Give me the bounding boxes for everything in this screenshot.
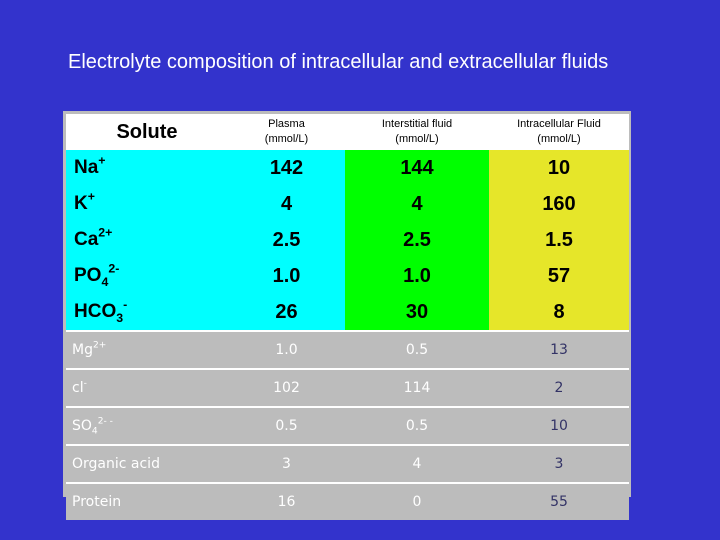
intracellular-value: 10 bbox=[489, 150, 629, 186]
table-row: SO42- -0.5 0.5 10 bbox=[66, 406, 629, 445]
plasma-value: 0.5 bbox=[228, 406, 345, 445]
plasma-value: 16 bbox=[228, 482, 345, 520]
header-intracellular-unit: (mmol/L) bbox=[537, 133, 581, 145]
header-interstitial-unit: (mmol/L) bbox=[395, 133, 439, 145]
solute-charge: + bbox=[87, 189, 95, 204]
interstitial-value: 4 bbox=[345, 444, 489, 483]
solute-name: Organic acid bbox=[66, 444, 228, 483]
solute-charge: - bbox=[123, 297, 128, 312]
table-row: Na+ 142 144 10 bbox=[66, 150, 629, 186]
intracellular-value: 3 bbox=[489, 444, 629, 483]
plasma-value: 142 bbox=[228, 150, 345, 186]
table-row: Protein 16 0 55 bbox=[66, 482, 629, 520]
solute-subscript: 4 bbox=[101, 274, 109, 289]
intracellular-value: 10 bbox=[489, 406, 629, 445]
interstitial-value: 0.5 bbox=[345, 330, 489, 369]
table-row: Mg2+ 1.0 0.5 13 bbox=[66, 330, 629, 369]
solute-base: Na bbox=[74, 157, 99, 178]
header-plasma-unit: (mmol/L) bbox=[264, 133, 309, 145]
plasma-value: 26 bbox=[228, 294, 345, 331]
interstitial-value: 1.0 bbox=[345, 258, 489, 294]
interstitial-value: 2.5 bbox=[345, 222, 489, 258]
plasma-value: 2.5 bbox=[228, 222, 345, 258]
intracellular-value: 57 bbox=[489, 258, 629, 294]
interstitial-value: 0 bbox=[345, 482, 489, 520]
header-plasma-name: Plasma bbox=[268, 118, 305, 130]
solute-base: SO bbox=[72, 418, 92, 434]
solute-name: Ca2+ bbox=[66, 222, 228, 258]
header-intracellular-name: Intracellular Fluid bbox=[517, 118, 601, 130]
solute-name: cl- bbox=[66, 368, 228, 407]
header-interstitial: Interstitial fluid (mmol/L) bbox=[345, 114, 489, 150]
solute-base: K bbox=[74, 193, 88, 214]
solute-name: Mg2+ bbox=[66, 330, 228, 369]
table-row: K+ 4 4 160 bbox=[66, 186, 629, 222]
solute-name: Protein bbox=[66, 482, 228, 520]
intracellular-value: 1.5 bbox=[489, 222, 629, 258]
intracellular-value: 13 bbox=[489, 330, 629, 369]
solute-base: PO bbox=[74, 265, 102, 286]
solute-charge: 2- bbox=[108, 261, 120, 276]
solute-subscript: 4 bbox=[91, 426, 98, 437]
table-row: Organic acid 3 4 3 bbox=[66, 444, 629, 483]
plasma-value: 3 bbox=[228, 444, 345, 483]
header-interstitial-name: Interstitial fluid bbox=[381, 118, 453, 130]
table-row: Ca2+ 2.5 2.5 1.5 bbox=[66, 222, 629, 258]
plasma-value: 102 bbox=[228, 368, 345, 407]
solute-base: cl bbox=[72, 380, 84, 396]
electrolyte-table: Solute Plasma (mmol/L) Interstitial flui… bbox=[66, 114, 629, 520]
table-row: HCO3- 26 30 8 bbox=[66, 294, 629, 331]
solute-charge: 2+ bbox=[92, 340, 107, 351]
solute-name: Na+ bbox=[66, 150, 228, 186]
header-plasma: Plasma (mmol/L) bbox=[228, 114, 345, 150]
solute-name: HCO3- bbox=[66, 294, 228, 331]
plasma-value: 1.0 bbox=[228, 330, 345, 369]
plasma-value: 1.0 bbox=[228, 258, 345, 294]
intracellular-value: 55 bbox=[489, 482, 629, 520]
solute-base: Mg bbox=[72, 342, 93, 358]
table-row: cl- 102 114 2 bbox=[66, 368, 629, 407]
interstitial-value: 0.5 bbox=[345, 406, 489, 445]
solute-charge: - bbox=[83, 378, 87, 389]
solute-base: Protein bbox=[72, 494, 122, 510]
interstitial-value: 4 bbox=[345, 186, 489, 222]
table-row: PO42- 1.0 1.0 57 bbox=[66, 258, 629, 294]
intracellular-value: 8 bbox=[489, 294, 629, 331]
solute-charge: 2+ bbox=[98, 225, 113, 240]
solute-name: PO42- bbox=[66, 258, 228, 294]
solute-base: Ca bbox=[74, 229, 99, 250]
header-row: Solute Plasma (mmol/L) Interstitial flui… bbox=[66, 114, 629, 150]
interstitial-value: 144 bbox=[345, 150, 489, 186]
intracellular-value: 160 bbox=[489, 186, 629, 222]
solute-subscript: 3 bbox=[116, 310, 124, 325]
intracellular-value: 2 bbox=[489, 368, 629, 407]
solute-base: HCO bbox=[74, 301, 117, 322]
header-solute: Solute bbox=[66, 114, 228, 150]
header-intracellular: Intracellular Fluid (mmol/L) bbox=[489, 114, 629, 150]
solute-charge: + bbox=[98, 153, 106, 168]
solute-name: SO42- - bbox=[66, 406, 228, 445]
plasma-value: 4 bbox=[228, 186, 345, 222]
solute-charge: 2- - bbox=[97, 416, 113, 427]
solute-base: Organic acid bbox=[72, 456, 160, 472]
slide-title: Electrolyte composition of intracellular… bbox=[68, 51, 609, 73]
solute-name: K+ bbox=[66, 186, 228, 222]
interstitial-value: 30 bbox=[345, 294, 489, 331]
interstitial-value: 114 bbox=[345, 368, 489, 407]
